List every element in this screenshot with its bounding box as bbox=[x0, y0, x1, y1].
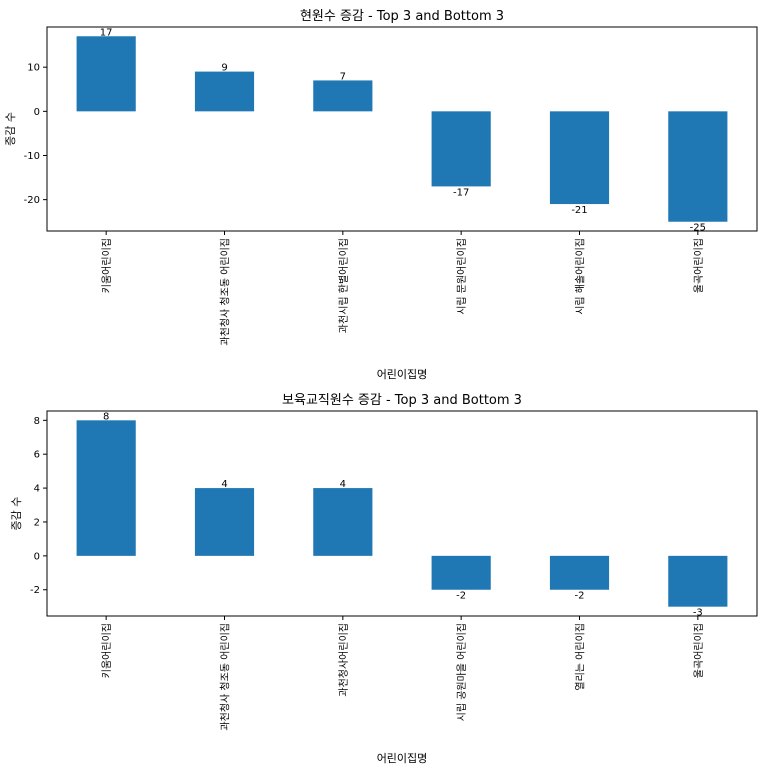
x-tick-label-2: 과천청사 청조동 어린이집 bbox=[220, 238, 232, 346]
bar-3 bbox=[313, 488, 373, 556]
data-label-6: -25 bbox=[690, 223, 706, 234]
x-tick-label-1: 키움어린이집 bbox=[101, 238, 113, 293]
bar-5 bbox=[549, 111, 610, 205]
bar-3 bbox=[313, 80, 373, 112]
y-axis-label: 증감 수 bbox=[4, 112, 17, 146]
x-tick-label-4: 시립 문원어린이집 bbox=[455, 238, 468, 315]
data-label-4: -17 bbox=[453, 187, 469, 198]
data-label-3: 7 bbox=[340, 71, 346, 82]
y-tick-label-5: 6 bbox=[34, 450, 40, 461]
y-tick-label-3: 0 bbox=[34, 107, 40, 118]
y-axis-label: 증감 수 bbox=[10, 497, 23, 531]
x-tick-label-2: 과천청사 청조동 어린이집 bbox=[220, 623, 232, 731]
data-label-1: 8 bbox=[103, 411, 109, 422]
plot-frame bbox=[46, 410, 758, 617]
chart-title: 현원수 증감 - Top 3 and Bottom 3 bbox=[300, 9, 504, 24]
data-label-5: -21 bbox=[571, 205, 587, 216]
x-tick-label-3: 과천청사어린이집 bbox=[338, 623, 350, 697]
x-tick-label-5: 열리는 어린이집 bbox=[575, 623, 587, 691]
chart-2: 보육교직원수 증감 - Top 3 and Bottom 3 8 키움어린이집 4 과천… bbox=[10, 393, 758, 765]
y-tick-label-4: 10 bbox=[27, 63, 40, 74]
y-tick-label-2: 0 bbox=[34, 551, 40, 562]
bar-6 bbox=[668, 555, 728, 607]
bar-4 bbox=[431, 111, 491, 187]
chart-title: 보육교직원수 증감 - Top 3 and Bottom 3 bbox=[282, 393, 522, 408]
bar-2 bbox=[194, 488, 255, 556]
x-tick-label-6: 울곡어린이집 bbox=[693, 623, 705, 678]
data-label-5: -2 bbox=[575, 591, 585, 602]
x-tick-label-1: 키움어린이집 bbox=[101, 623, 113, 678]
bar-5 bbox=[549, 555, 610, 590]
y-tick-label-6: 8 bbox=[34, 416, 40, 427]
bar-6 bbox=[668, 111, 728, 222]
data-label-3: 4 bbox=[340, 479, 346, 490]
y-tick-label-4: 4 bbox=[34, 484, 40, 495]
y-tick-label-3: 2 bbox=[34, 517, 40, 528]
data-label-6: -3 bbox=[693, 608, 703, 619]
x-axis-label: 어린이집명 bbox=[377, 368, 428, 381]
x-tick-label-6: 울곡어린이집 bbox=[693, 238, 705, 293]
bar-1 bbox=[76, 420, 136, 556]
chart-1: 현원수 증감 - Top 3 and Bottom 3 17 키움어린이집 9 과천청사… bbox=[4, 9, 758, 381]
data-label-1: 17 bbox=[100, 27, 113, 38]
x-tick-label-5: 시립 해솔어린이집 bbox=[574, 238, 587, 315]
x-tick-label-3: 과천시립 한별어린이집 bbox=[337, 238, 350, 333]
x-tick-label-4: 시립 공원마을 어린이집 bbox=[455, 623, 468, 721]
bar-4 bbox=[431, 555, 491, 590]
data-label-2: 9 bbox=[221, 63, 227, 74]
bar-2 bbox=[194, 71, 255, 112]
bar-1 bbox=[76, 36, 136, 112]
y-tick-label-1: -2 bbox=[30, 585, 40, 596]
data-label-2: 4 bbox=[221, 479, 227, 490]
x-axis-label: 어린이집명 bbox=[377, 752, 428, 765]
y-tick-label-1: -20 bbox=[24, 195, 40, 206]
plot-frame bbox=[46, 26, 758, 232]
y-tick-label-2: -10 bbox=[24, 151, 40, 162]
data-label-4: -2 bbox=[456, 591, 466, 602]
